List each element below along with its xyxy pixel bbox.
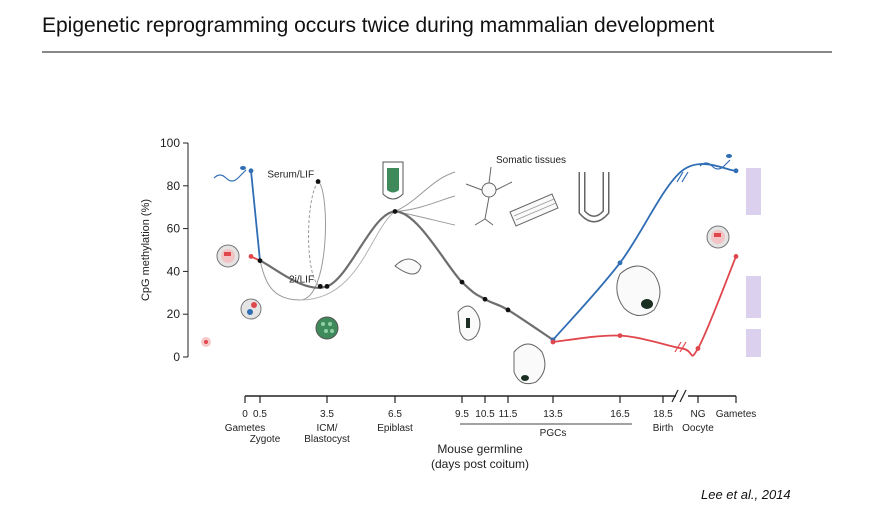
stage-label: Birth xyxy=(653,423,674,434)
data-point xyxy=(248,168,254,174)
series-line-paternal xyxy=(250,169,261,262)
embryo-e9-icon xyxy=(457,305,481,341)
title-divider xyxy=(42,51,832,53)
illustrations xyxy=(201,154,732,385)
sperm-icon xyxy=(213,166,247,182)
neuron-icon xyxy=(465,166,513,226)
somatic-branch xyxy=(394,195,456,212)
chart-annotation: Somatic tissues xyxy=(496,155,566,166)
x-tick-label: 10.5 xyxy=(475,409,495,420)
data-point xyxy=(505,307,511,313)
data-point xyxy=(733,254,739,259)
y-tick-label: 80 xyxy=(167,179,181,193)
data-point xyxy=(482,296,488,302)
x-tick-label: 0.5 xyxy=(253,409,267,420)
data-point xyxy=(315,179,321,184)
data-point xyxy=(248,254,254,259)
stage-label: PGCs xyxy=(540,428,567,439)
slide-title: Epigenetic reprogramming occurs twice du… xyxy=(42,14,715,37)
stage-label: Oocyte xyxy=(682,423,714,434)
y-tick-label: 0 xyxy=(173,350,180,364)
maternal-break xyxy=(674,341,687,353)
somatic-branch xyxy=(394,171,456,212)
paternal-break xyxy=(676,171,689,183)
data-point xyxy=(317,283,323,289)
highlight-bar-1 xyxy=(746,168,761,215)
egg-icon xyxy=(201,337,211,347)
data-point xyxy=(733,168,739,174)
y-tick-label: 100 xyxy=(160,136,180,150)
stage-label: Gametes xyxy=(225,423,266,434)
data-point xyxy=(324,283,330,289)
stage-label: ICM/ xyxy=(316,423,337,434)
x-tick-label: 11.5 xyxy=(499,409,518,420)
y-axis-label: CpG methylation (%) xyxy=(140,199,152,301)
stage-label: Zygote xyxy=(250,434,281,445)
x-tick-label: Gametes xyxy=(716,409,757,420)
x-axis-label: Mouse germline xyxy=(437,442,523,456)
x-tick-label: 16.5 xyxy=(610,409,630,420)
muscle-icon xyxy=(509,193,559,227)
oocyte-icon xyxy=(216,244,240,268)
chart-annotation: 2i/LIF xyxy=(289,274,314,285)
x-tick-label: 0 xyxy=(242,409,248,420)
highlight-bar-2 xyxy=(746,276,761,318)
oocyte-icon-germline xyxy=(706,225,730,249)
x-tick-label: NG xyxy=(691,409,706,420)
highlight-bar-3 xyxy=(746,329,761,357)
serum-lif-dashed xyxy=(308,181,321,287)
intestine-icon xyxy=(578,172,610,223)
epiblast-return-curve xyxy=(299,211,396,301)
embryo-e11-icon xyxy=(513,343,546,385)
blastocyst-icon xyxy=(315,316,339,340)
stage-label: Epiblast xyxy=(377,423,413,434)
y-tick-label: 20 xyxy=(167,307,181,321)
x-axis-break xyxy=(671,389,687,403)
epiblast-icon xyxy=(382,161,404,200)
x-tick-label: 18.5 xyxy=(653,409,673,420)
x-tick-label: 3.5 xyxy=(320,409,334,420)
x-tick-label: 6.5 xyxy=(388,409,402,420)
x-axis-sublabel: (days post coitum) xyxy=(431,457,529,471)
sperm-icon-germline xyxy=(699,154,732,170)
data-point xyxy=(550,339,556,345)
series-line-paternal_germline xyxy=(552,163,737,341)
x-tick-label: 9.5 xyxy=(455,409,469,420)
data-point xyxy=(617,260,623,266)
y-tick-label: 60 xyxy=(167,222,181,236)
citation: Lee et al., 2014 xyxy=(701,487,791,502)
serum-lif-loop xyxy=(259,181,327,301)
data-point xyxy=(459,279,465,285)
y-tick-label: 40 xyxy=(167,264,181,278)
zygote-icon xyxy=(240,298,262,320)
data-point xyxy=(392,209,398,214)
data-point xyxy=(617,333,623,338)
stage-label: Blastocyst xyxy=(304,434,350,445)
data-point xyxy=(695,346,701,351)
data-point xyxy=(257,258,263,264)
chart-annotation: Serum/LIF xyxy=(267,170,314,181)
x-tick-label: 13.5 xyxy=(543,409,563,420)
embryo-section-icon xyxy=(394,258,422,275)
fetus-icon xyxy=(616,265,661,316)
